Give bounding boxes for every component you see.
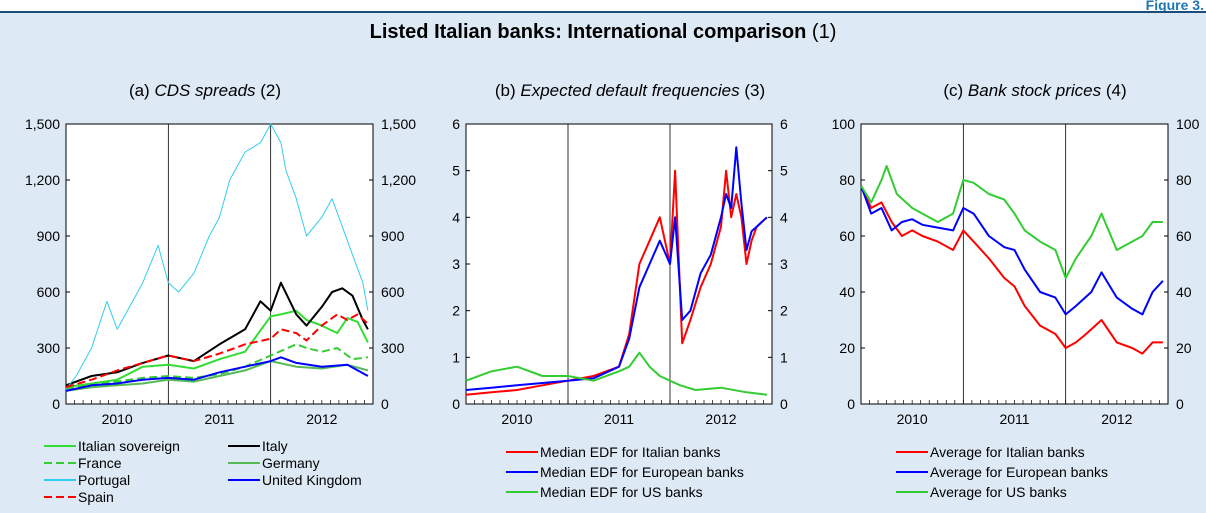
legend-label: Median EDF for US banks <box>540 484 703 500</box>
legend-label: Spain <box>78 489 114 505</box>
x-tick-label: 2010 <box>102 411 133 427</box>
y-tick-label-right: 3 <box>780 256 788 272</box>
y-tick-label-right: 600 <box>381 284 405 300</box>
y-tick-label: 80 <box>839 172 855 188</box>
panel-title-suffix: (2) <box>256 81 282 100</box>
y-tick-label: 0 <box>847 396 855 412</box>
figure-title-suffix: (1) <box>811 21 837 43</box>
y-tick-label-right: 5 <box>780 163 788 179</box>
y-tick-label: 5 <box>452 163 460 179</box>
y-tick-label-right: 80 <box>1176 172 1192 188</box>
top-rule <box>0 11 1206 13</box>
y-tick-label-right: 0 <box>1176 396 1184 412</box>
y-tick-label: 1 <box>452 349 460 365</box>
x-tick-label: 2011 <box>204 411 234 427</box>
y-tick-label-right: 40 <box>1176 284 1192 300</box>
y-tick-label: 0 <box>52 396 60 412</box>
figure-label: Figure 3. <box>1145 0 1204 11</box>
y-tick-label-right: 6 <box>780 116 788 132</box>
chart-panel-3: (c) Bank stock prices (4) 0 0 20 20 40 40 60 60 8… <box>832 81 1200 500</box>
legend-label: Italy <box>262 438 288 454</box>
figure-title-bold: Listed Italian banks: International comp… <box>369 21 807 43</box>
y-tick-label-right: 1 <box>780 349 788 365</box>
x-tick-label: 2010 <box>501 411 532 427</box>
y-tick-label-right: 300 <box>381 340 405 356</box>
y-tick-label-right: 100 <box>1176 116 1200 132</box>
plot-area <box>65 123 374 405</box>
legend-label: United Kingdom <box>262 472 362 488</box>
plot-area <box>860 123 1169 405</box>
x-tick-label: 2012 <box>306 411 337 427</box>
legend-label: Germany <box>262 455 320 471</box>
series-line <box>860 185 1164 316</box>
x-tick-label: 2011 <box>604 411 634 427</box>
figure-title: Listed Italian banks: International comp… <box>0 21 1206 44</box>
y-tick-label: 300 <box>37 340 61 356</box>
panel-title-prefix: (a) <box>129 81 155 100</box>
y-tick-label: 1,200 <box>25 172 60 188</box>
y-tick-label-right: 0 <box>780 396 788 412</box>
panel-title: (b) Expected default frequencies (3) <box>495 81 765 100</box>
y-tick-label-right: 20 <box>1176 340 1192 356</box>
y-tick-label-right: 1,500 <box>381 116 416 132</box>
panel-title-italic: Expected default frequencies <box>520 81 740 100</box>
series-line <box>65 356 369 392</box>
y-tick-label: 900 <box>37 228 61 244</box>
series-line <box>860 185 1163 355</box>
legend-label: Average for European banks <box>930 464 1108 480</box>
panel-title: (a) CDS spreads (2) <box>129 81 281 100</box>
plot-area <box>465 123 773 405</box>
y-tick-label: 2 <box>452 303 460 319</box>
series-line <box>860 165 1163 279</box>
legend-label: France <box>78 455 122 471</box>
x-tick-label: 2011 <box>999 411 1029 427</box>
y-tick-label: 100 <box>832 116 856 132</box>
series-line <box>65 360 369 392</box>
chart-panel-2: (b) Expected default frequencies (3) 0 0 1 1… <box>452 81 788 500</box>
panel-title-suffix: (4) <box>1101 81 1127 100</box>
legend-label: Portugal <box>78 472 130 488</box>
legend-label: Average for US banks <box>930 484 1067 500</box>
x-tick-label: 2012 <box>1101 411 1132 427</box>
y-tick-label-right: 60 <box>1176 228 1192 244</box>
legend-label: Median EDF for Italian banks <box>540 444 721 460</box>
y-tick-label: 0 <box>452 396 460 412</box>
panel-title-italic: CDS spreads <box>154 81 256 100</box>
y-tick-label: 4 <box>452 209 460 225</box>
legend-label: Average for Italian banks <box>930 444 1085 460</box>
y-tick-label-right: 4 <box>780 209 788 225</box>
series-line <box>65 281 369 387</box>
x-tick-label: 2012 <box>705 411 736 427</box>
y-tick-label: 60 <box>839 228 855 244</box>
legend-label: Median EDF for European banks <box>540 464 744 480</box>
y-tick-label: 1,500 <box>25 116 60 132</box>
chart-panel-1: (a) CDS spreads (2) 0 0 300 300 600 600 900 900 1… <box>25 81 416 505</box>
y-tick-label-right: 0 <box>381 396 389 412</box>
y-tick-label-right: 2 <box>780 303 788 319</box>
series-line <box>65 309 369 389</box>
legend-label: Italian sovereign <box>78 438 180 454</box>
panel-title-suffix: (3) <box>740 81 766 100</box>
y-tick-label: 40 <box>839 284 855 300</box>
panel-title-prefix: (c) <box>943 81 968 100</box>
series-line <box>65 123 369 390</box>
panel-title: (c) Bank stock prices (4) <box>943 81 1126 100</box>
y-tick-label: 3 <box>452 256 460 272</box>
series-line <box>65 313 369 389</box>
y-tick-label-right: 1,200 <box>381 172 416 188</box>
y-tick-label: 600 <box>37 284 61 300</box>
y-tick-label-right: 900 <box>381 228 405 244</box>
panel-title-prefix: (b) <box>495 81 521 100</box>
y-tick-label: 20 <box>839 340 855 356</box>
x-tick-label: 2010 <box>897 411 928 427</box>
panel-title-italic: Bank stock prices <box>968 81 1102 100</box>
series-line <box>465 351 768 396</box>
y-tick-label: 6 <box>452 116 460 132</box>
series-line <box>465 146 768 391</box>
